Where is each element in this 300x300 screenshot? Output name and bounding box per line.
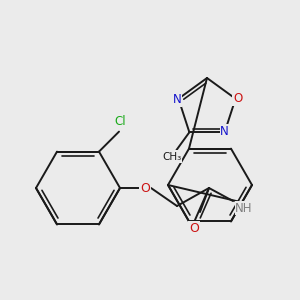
- Text: N: N: [220, 125, 229, 138]
- Text: O: O: [233, 92, 242, 105]
- Text: O: O: [189, 221, 199, 235]
- Text: NH: NH: [235, 202, 253, 214]
- Text: O: O: [140, 182, 150, 194]
- Text: N: N: [173, 93, 182, 106]
- Text: Cl: Cl: [114, 115, 126, 128]
- Text: CH₃: CH₃: [162, 152, 182, 161]
